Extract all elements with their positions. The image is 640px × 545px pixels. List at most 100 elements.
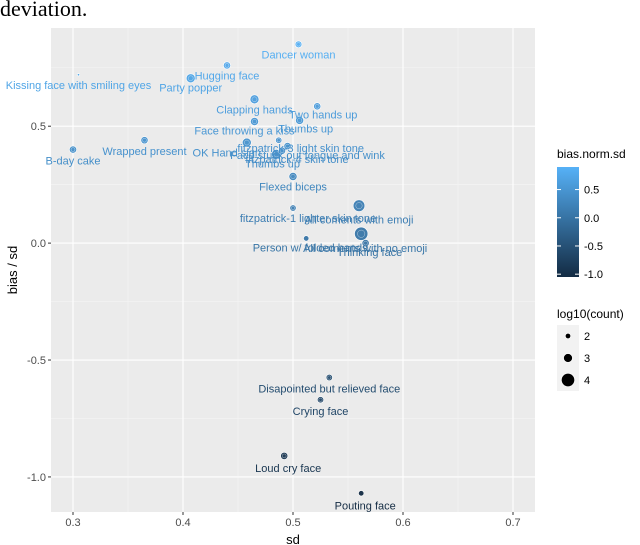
major-gridlines [51, 28, 535, 512]
point-label: Thinking face [337, 247, 402, 259]
point-label: Two hands up [289, 109, 358, 121]
color-legend-tick-label: -0.5 [584, 241, 603, 253]
point-label: fitzpatrick-4 skin tone [245, 154, 348, 166]
data-point [288, 172, 298, 181]
data-point-ring [244, 139, 250, 146]
point-label: OK Hand sign [193, 148, 261, 160]
data-point-ring [314, 104, 320, 109]
data-point [295, 115, 304, 125]
data-point [283, 142, 292, 150]
point-label: Loud cry face [255, 463, 321, 475]
data-point-ring [251, 96, 258, 103]
x-tick-label: 0.3 [65, 517, 80, 529]
x-tick-label: 0.7 [505, 517, 520, 529]
data-point-ring [273, 151, 280, 158]
data-point-ring [327, 375, 332, 380]
data-point-ring [279, 148, 285, 153]
point-label: fitzpatrick-3 light skin tone [237, 143, 364, 155]
size-legend-label: 4 [584, 375, 590, 387]
size-legend-symbol [563, 353, 573, 363]
data-point [358, 490, 365, 497]
point-label: Party popper [159, 82, 222, 94]
y-tick-label: -1.0 [27, 472, 46, 484]
size-legend-label: 3 [584, 353, 590, 365]
data-point-ring [318, 397, 323, 402]
data-point-ring [296, 42, 301, 47]
data-point [354, 226, 369, 241]
color-legend-tick-label: -1.0 [584, 269, 603, 281]
point-label: Wrapped present [102, 146, 186, 158]
point-label: Thumbs up [278, 123, 333, 135]
data-point [77, 73, 81, 77]
x-tick-label: 0.5 [285, 517, 300, 529]
data-point [69, 145, 77, 154]
data-point [361, 239, 370, 248]
data-point-ring [276, 138, 281, 143]
data-point [140, 136, 149, 145]
color-legend-tick-label: 0.0 [584, 213, 599, 225]
size-legend-title: log10(count) [557, 307, 624, 321]
data-point [249, 94, 260, 105]
data-point-ring [297, 117, 303, 123]
data-point-ring [187, 75, 194, 81]
x-axis-title: sd [286, 532, 300, 545]
point-label: Person w/ folded hands [253, 242, 368, 254]
data-point [278, 146, 286, 155]
y-axis-title: bias / sd [5, 246, 20, 294]
data-point [313, 102, 322, 111]
data-point-ring [224, 63, 230, 68]
data-point-ring [357, 229, 366, 238]
data-point-ring [355, 202, 363, 210]
point-label: Hugging face [195, 70, 260, 82]
data-point [275, 136, 283, 144]
data-point [280, 451, 289, 460]
point-label: Flexed biceps [259, 181, 327, 193]
point-label: B-day cake [45, 156, 100, 168]
point-label: Kissing face with smiling eyes [6, 80, 152, 92]
color-legend-ticks: 0.5 0.0 -0.5 -1.0 [557, 185, 603, 281]
point-label: Face throwing a kiss [194, 126, 295, 138]
data-point [242, 137, 252, 148]
y-tick-label: 0.5 [31, 121, 46, 133]
size-legend: 2 3 4 [557, 325, 590, 391]
data-point-ring [291, 206, 295, 211]
point-label: Dancer woman [262, 49, 336, 61]
point-label: Pouting face [335, 500, 396, 512]
data-point-ring [281, 453, 287, 459]
data-point-ring [252, 119, 257, 125]
data-point [303, 235, 310, 242]
x-axis-ticks: 0.3 0.4 0.5 0.6 0.7 [65, 512, 521, 529]
x-tick-label: 0.4 [175, 517, 190, 529]
color-legend-tick-label: 0.5 [584, 185, 599, 197]
point-label: Clapping hands [216, 104, 293, 116]
y-tick-label: 0.0 [31, 238, 46, 250]
data-point-ring [142, 137, 147, 143]
point-label: fitzpatrick-1 lighter skin tone [240, 213, 376, 225]
point-label: Disapointed but relieved face [258, 384, 400, 396]
data-point [289, 204, 297, 212]
point-label: Crying face [293, 406, 349, 418]
y-axis-ticks: -1.0 -0.5 0.0 0.5 [27, 121, 51, 484]
color-legend-bar [557, 167, 579, 277]
point-label: All coments with no emoji [303, 243, 427, 255]
data-point-ring [290, 173, 296, 179]
size-legend-symbol [560, 372, 576, 388]
data-point [250, 117, 259, 126]
data-point [223, 61, 231, 70]
point-label: Face stuck out tongue and wink [230, 150, 385, 162]
point-label: All coments with emoji [305, 215, 414, 227]
header-text: deviation. [0, 0, 88, 21]
y-tick-label: -0.5 [27, 355, 46, 367]
data-point [325, 374, 333, 382]
size-legend-label: 2 [584, 331, 590, 343]
data-point-ring [70, 147, 76, 152]
data-point [317, 396, 324, 404]
x-tick-label: 0.6 [395, 517, 410, 529]
point-labels: Dancer woman Kissing face with smiling ey… [6, 49, 428, 512]
data-point [294, 40, 303, 49]
data-points [69, 40, 370, 497]
data-point-ring [363, 240, 368, 246]
data-point-ring [285, 143, 290, 149]
point-label: Thumbs up [245, 158, 300, 170]
